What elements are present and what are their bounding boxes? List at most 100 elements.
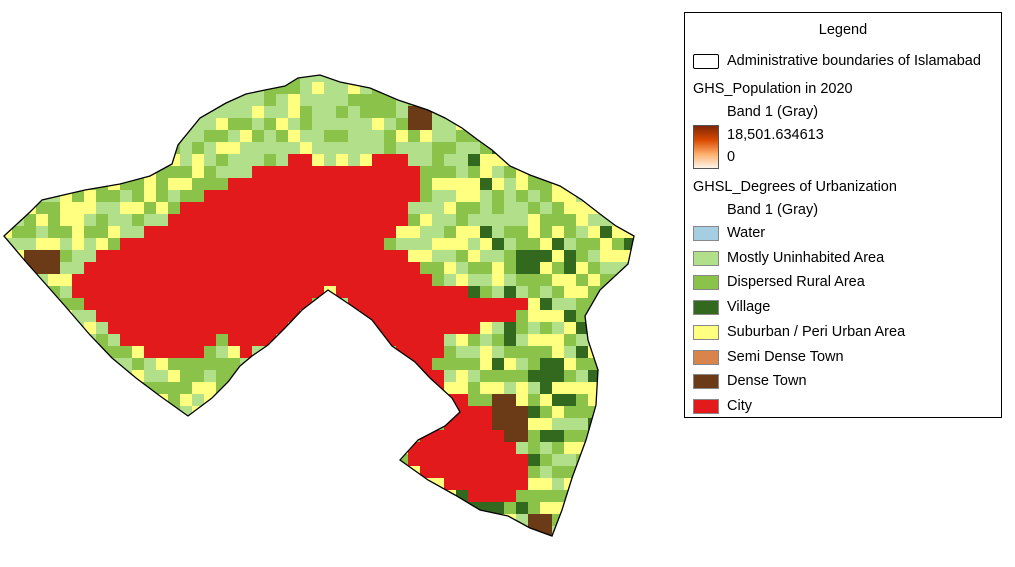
map-cell bbox=[180, 142, 192, 154]
map-cell bbox=[300, 358, 312, 370]
map-cell bbox=[552, 490, 564, 502]
map-cell bbox=[312, 82, 324, 94]
map-cell bbox=[108, 502, 120, 514]
map-cell bbox=[420, 202, 432, 214]
map-cell bbox=[432, 178, 444, 190]
map-cell bbox=[312, 250, 324, 262]
map-cell bbox=[360, 346, 372, 358]
map-cell bbox=[48, 298, 60, 310]
map-cell bbox=[300, 430, 312, 442]
map-cell bbox=[228, 442, 240, 454]
map-cell bbox=[240, 106, 252, 118]
map-cell bbox=[312, 106, 324, 118]
map-cell bbox=[276, 142, 288, 154]
map-cell bbox=[144, 82, 156, 94]
map-cell bbox=[588, 118, 600, 130]
map-cell bbox=[492, 490, 504, 502]
map-cell bbox=[204, 154, 216, 166]
map-cell bbox=[168, 346, 180, 358]
map-cell bbox=[540, 142, 552, 154]
map-cell bbox=[348, 262, 360, 274]
map-cell bbox=[168, 406, 180, 418]
map-cell bbox=[204, 190, 216, 202]
map-cell bbox=[516, 226, 528, 238]
map-cell bbox=[180, 358, 192, 370]
map-cell bbox=[204, 142, 216, 154]
map-cell bbox=[480, 94, 492, 106]
map-cell bbox=[240, 346, 252, 358]
map-cell bbox=[216, 190, 228, 202]
map-cell bbox=[504, 262, 516, 274]
map-cell bbox=[336, 286, 348, 298]
map-cell bbox=[432, 490, 444, 502]
map-cell bbox=[288, 526, 300, 536]
map-cell bbox=[60, 214, 72, 226]
map-cell bbox=[588, 322, 600, 334]
map-cell bbox=[444, 286, 456, 298]
map-cell bbox=[432, 430, 444, 442]
map-cell bbox=[180, 466, 192, 478]
map-cell bbox=[600, 142, 612, 154]
map-cell bbox=[492, 262, 504, 274]
map-cell bbox=[396, 538, 408, 550]
map-cell bbox=[456, 82, 468, 94]
map-cell bbox=[4, 454, 12, 466]
map-cell bbox=[252, 538, 264, 550]
map-cell bbox=[324, 298, 336, 310]
map-cell bbox=[300, 142, 312, 154]
map-cell bbox=[600, 502, 612, 514]
map-cell bbox=[204, 358, 216, 370]
map-cell bbox=[72, 190, 84, 202]
map-cell bbox=[72, 394, 84, 406]
map-cell bbox=[48, 334, 60, 346]
map-cell bbox=[516, 298, 528, 310]
map-cell bbox=[288, 118, 300, 130]
map-cell bbox=[444, 130, 456, 142]
map-cell bbox=[12, 310, 24, 322]
map-cell bbox=[600, 82, 612, 94]
map-cell bbox=[432, 454, 444, 466]
map-cell bbox=[480, 214, 492, 226]
map-cell bbox=[324, 226, 336, 238]
map-cell bbox=[552, 382, 564, 394]
map-cell bbox=[156, 334, 168, 346]
map-cell bbox=[24, 226, 36, 238]
map-cell bbox=[540, 478, 552, 490]
map-cell bbox=[372, 370, 384, 382]
map-cell bbox=[372, 118, 384, 130]
map-cell bbox=[48, 202, 60, 214]
map-cell bbox=[84, 310, 96, 322]
map-cell bbox=[180, 118, 192, 130]
map-cell bbox=[96, 442, 108, 454]
map-cell bbox=[384, 490, 396, 502]
map-cell bbox=[504, 94, 516, 106]
map-cell bbox=[84, 538, 96, 550]
map-cell bbox=[396, 250, 408, 262]
map-cell bbox=[204, 274, 216, 286]
map-cell bbox=[264, 154, 276, 166]
map-cell bbox=[288, 334, 300, 346]
map-cell bbox=[300, 202, 312, 214]
map-cell bbox=[48, 82, 60, 94]
map-cell bbox=[516, 334, 528, 346]
map-cell bbox=[192, 130, 204, 142]
map-cell bbox=[384, 75, 396, 82]
map-cell bbox=[84, 250, 96, 262]
map-cell bbox=[384, 382, 396, 394]
map-cell bbox=[396, 202, 408, 214]
map-cell bbox=[456, 334, 468, 346]
map-cell bbox=[552, 394, 564, 406]
map-cell bbox=[480, 75, 492, 82]
map-cell bbox=[372, 274, 384, 286]
map-cell bbox=[480, 430, 492, 442]
map-cell bbox=[444, 502, 456, 514]
map-cell bbox=[564, 454, 576, 466]
map-cell bbox=[156, 262, 168, 274]
map-cell bbox=[168, 298, 180, 310]
map-cell bbox=[408, 154, 420, 166]
map-cell bbox=[48, 214, 60, 226]
map-cell bbox=[492, 130, 504, 142]
map-cell bbox=[624, 154, 634, 166]
map-cell bbox=[456, 190, 468, 202]
map-cell bbox=[612, 75, 624, 82]
